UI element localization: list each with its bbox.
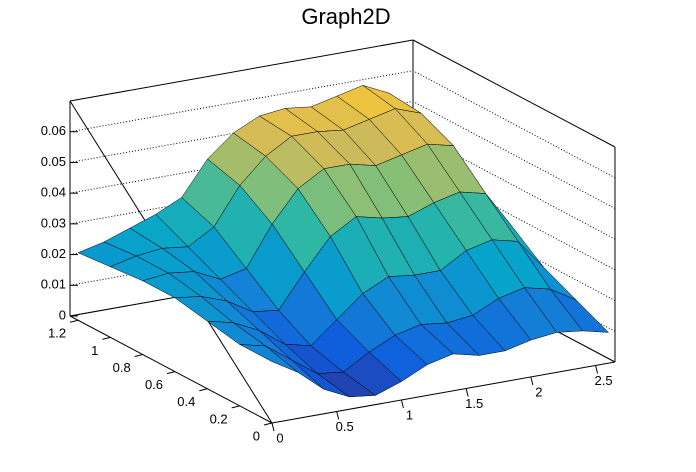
frame-line [412, 39, 616, 148]
y-tick-label: 0.8 [113, 360, 131, 375]
x-tick [465, 388, 469, 397]
x-tick-label: 0 [276, 430, 283, 445]
x-tick-label: 1.5 [465, 396, 483, 411]
z-tick-label: 0.04 [41, 185, 66, 200]
y-tick-label: 1.2 [48, 326, 66, 341]
x-tick-label: 0.5 [336, 419, 354, 434]
x-tick-label: 2 [535, 384, 542, 399]
x-tick [400, 399, 404, 409]
z-tick-label: 0.05 [41, 154, 66, 169]
y-tick [231, 405, 240, 409]
y-tick-label: 1 [91, 343, 98, 358]
z-tick-label: 0.02 [41, 246, 66, 261]
y-tick [69, 319, 79, 323]
grid-line [69, 70, 616, 179]
x-tick [595, 365, 599, 374]
frame-line [69, 39, 414, 102]
y-tick [166, 371, 176, 375]
y-tick-label: 0.2 [210, 411, 228, 426]
y-tick [199, 388, 208, 392]
x-tick-label: 2.5 [595, 373, 613, 388]
y-tick-label: 0.4 [177, 394, 195, 409]
chart-title: Graph2D [301, 4, 390, 29]
y-tick [263, 422, 273, 426]
x-tick-label: 1 [406, 407, 413, 422]
y-tick [134, 354, 143, 358]
y-tick-label: 0.6 [145, 377, 163, 392]
x-tick [530, 376, 534, 386]
grid-line [69, 100, 616, 209]
frame-line [271, 361, 616, 424]
z-tick-label: 0.06 [41, 123, 66, 138]
z-tick-label: 0 [59, 307, 66, 322]
z-tick-label: 0.03 [41, 215, 66, 230]
surface-cell [239, 344, 299, 373]
x-tick [336, 411, 340, 420]
y-tick [102, 336, 111, 340]
z-tick-label: 0.01 [41, 277, 66, 292]
x-tick [271, 422, 275, 432]
frame-line [69, 315, 273, 424]
y-tick-label: 0 [253, 428, 260, 443]
